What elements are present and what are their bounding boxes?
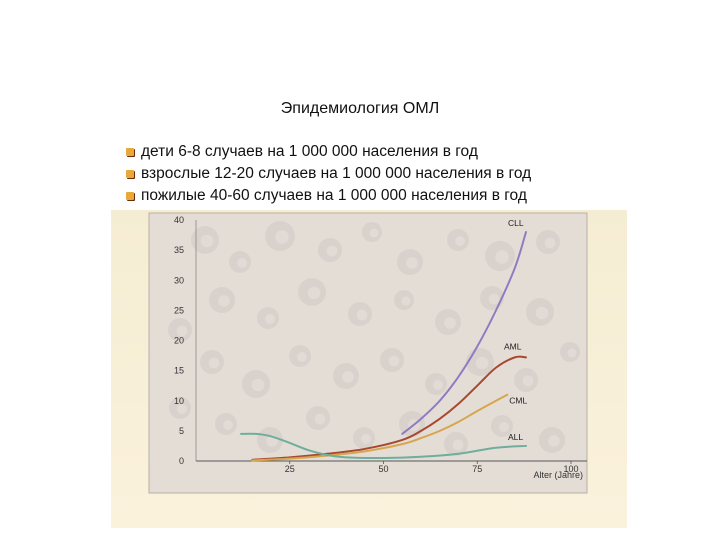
x-tick-label: 50 — [378, 464, 388, 474]
series-label-all: ALL — [508, 432, 523, 442]
texture-blob — [444, 317, 456, 329]
bullet-text: взрослые 12-20 случаев на 1 000 000 насе… — [141, 165, 532, 182]
x-tick-label: 25 — [285, 464, 295, 474]
series-layer — [240, 231, 527, 462]
y-tick-label: 40 — [174, 215, 184, 225]
y-tick-label: 5 — [179, 426, 184, 436]
texture-blob — [223, 420, 233, 430]
texture-blob — [275, 230, 289, 244]
y-tick-label: 25 — [174, 305, 184, 315]
y-tick-label: 0 — [179, 456, 184, 466]
texture-blob — [218, 295, 230, 307]
texture-blob — [475, 356, 489, 370]
series-line-cml — [251, 393, 509, 462]
series-line-all — [240, 432, 527, 460]
y-tick-label: 15 — [174, 366, 184, 376]
texture-blob — [388, 355, 400, 367]
series-label-aml: AML — [504, 341, 522, 351]
y-tick-label: 20 — [174, 336, 184, 346]
texture-blob — [452, 439, 464, 451]
x-axis-label: Alter (Jahre) — [533, 470, 583, 480]
texture-blob — [314, 413, 326, 425]
texture-blob — [455, 236, 465, 246]
texture-blob — [265, 314, 275, 324]
texture-blob — [342, 371, 354, 383]
list-item: пожилые 40-60 случаев на 1 000 000 насел… — [126, 185, 531, 207]
list-item: дети 6-8 случаев на 1 000 000 населения … — [126, 141, 531, 163]
texture-blob — [544, 237, 556, 249]
bullet-text: дети 6-8 случаев на 1 000 000 населения … — [141, 143, 478, 160]
x-tick-label: 100 — [563, 464, 578, 474]
y-tick-label: 30 — [174, 275, 184, 285]
series-line-cll — [401, 231, 527, 435]
texture-blob — [433, 380, 443, 390]
texture-blob — [495, 250, 509, 264]
texture-blob — [548, 435, 560, 447]
texture-blob — [567, 348, 577, 358]
texture-blob — [406, 257, 418, 269]
texture-blob — [401, 296, 411, 306]
bullet-square-icon — [126, 148, 134, 156]
texture-blob — [356, 309, 368, 321]
bullet-list: дети 6-8 случаев на 1 000 000 населения … — [126, 141, 531, 207]
texture-blob — [251, 378, 265, 392]
texture-blob — [535, 306, 549, 320]
blood-smear-texture — [168, 221, 580, 456]
texture-blob — [488, 293, 500, 305]
texture-blob — [369, 228, 379, 238]
texture-blob — [307, 286, 321, 300]
texture-blob — [176, 325, 188, 337]
series-label-cml: CML — [509, 396, 527, 406]
texture-blob — [297, 352, 307, 362]
x-tick-label: 75 — [472, 464, 482, 474]
texture-blob — [326, 245, 338, 257]
texture-blob — [522, 375, 534, 387]
slide-title: Эпидемиология ОМЛ — [280, 100, 440, 117]
texture-blob — [361, 434, 371, 444]
texture-blob — [208, 357, 220, 369]
series-label-cll: CLL — [508, 218, 524, 228]
axes: 0 5 10 15 20 25 30 35 40 25 50 75 100 — [174, 215, 587, 474]
series-labels: CLL AML CML ALL — [504, 218, 527, 442]
texture-blob — [499, 422, 509, 432]
list-item: взрослые 12-20 случаев на 1 000 000 насе… — [126, 163, 531, 185]
y-tick-label: 35 — [174, 245, 184, 255]
y-tick-label: 10 — [174, 396, 184, 406]
bullet-square-icon — [126, 192, 134, 200]
texture-blob — [177, 404, 187, 414]
texture-blob — [200, 234, 214, 248]
bullet-square-icon — [126, 170, 134, 178]
bullet-text: пожилые 40-60 случаев на 1 000 000 насел… — [141, 187, 527, 204]
texture-blob — [237, 258, 247, 268]
